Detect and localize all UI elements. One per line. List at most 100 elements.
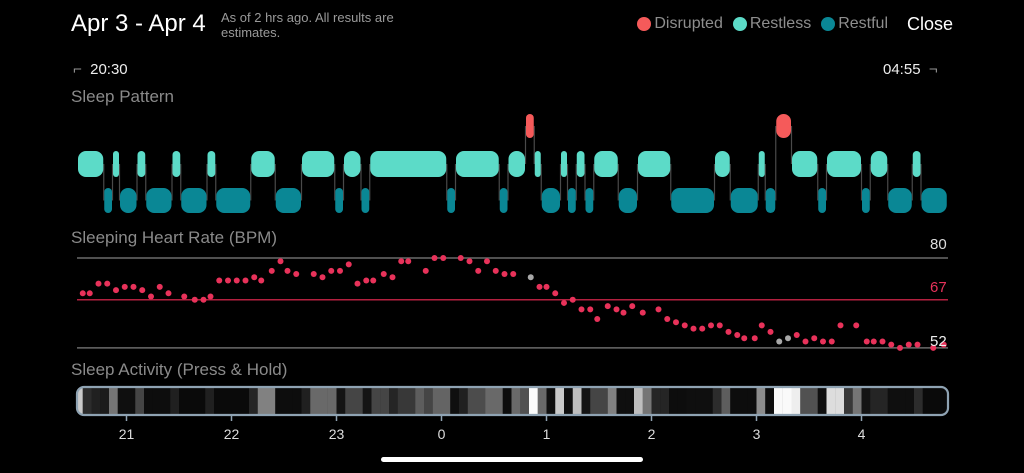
sleep-segment-restless xyxy=(456,151,499,177)
activity-slice xyxy=(581,387,591,415)
activity-slice xyxy=(389,387,398,415)
activity-slice xyxy=(161,387,171,415)
heart-rate-heading: Sleeping Heart Rate (BPM) xyxy=(71,228,277,247)
hr-point xyxy=(431,255,438,261)
sleep-activity-bar[interactable] xyxy=(74,385,950,421)
hr-point xyxy=(405,258,412,265)
activity-slice xyxy=(170,387,180,415)
hr-min-label: 52 xyxy=(930,333,947,350)
activity-slice xyxy=(852,387,862,415)
sleep-segment-disrupted xyxy=(776,114,791,138)
hr-point xyxy=(191,296,198,303)
activity-slices xyxy=(77,387,948,415)
close-button[interactable]: Close xyxy=(907,14,954,34)
activity-slice xyxy=(214,387,223,415)
activity-slice xyxy=(179,387,188,415)
hr-point xyxy=(284,267,291,274)
hr-point xyxy=(604,303,611,310)
hr-point xyxy=(664,315,671,322)
activity-slice xyxy=(336,387,346,415)
activity-slice xyxy=(669,387,678,415)
home-indicator[interactable] xyxy=(381,457,643,462)
hr-point xyxy=(475,267,482,274)
hr-point xyxy=(200,296,207,303)
sleep-segment-restless xyxy=(344,151,361,177)
sleep-segment-restful xyxy=(120,188,137,213)
sleep-segment-restless xyxy=(137,151,146,177)
activity-slice xyxy=(424,387,433,415)
hr-point xyxy=(751,335,758,342)
activity-slice xyxy=(77,387,83,415)
activity-slice xyxy=(450,387,460,415)
activity-slice xyxy=(135,387,145,415)
end-time: 04:55 xyxy=(883,61,921,78)
range-start: ⌐ 20:30 xyxy=(73,61,128,78)
activity-slice xyxy=(310,387,320,415)
sleep-segment-restful xyxy=(146,188,172,213)
hr-point xyxy=(492,267,499,274)
disrupted-dot-icon xyxy=(637,17,652,31)
sleep-segment-restless xyxy=(576,151,585,177)
activity-slice xyxy=(844,387,853,415)
hr-point xyxy=(785,335,791,342)
activity-slice xyxy=(555,387,565,415)
activity-slice xyxy=(529,387,538,415)
activity-slice xyxy=(196,387,206,415)
activity-slice xyxy=(406,387,416,415)
sleep-segment-restless xyxy=(508,151,525,177)
hr-point xyxy=(888,341,895,348)
activity-slice xyxy=(590,387,600,415)
activity-slice xyxy=(564,387,573,415)
hr-point xyxy=(569,296,576,303)
activity-slice xyxy=(572,387,582,415)
activity-slice xyxy=(205,387,215,415)
activity-slice xyxy=(520,387,530,415)
activity-slice xyxy=(467,387,477,415)
hr-point xyxy=(251,274,258,281)
hr-point xyxy=(319,274,326,281)
hr-point xyxy=(776,338,783,345)
sleep-segment-restless xyxy=(370,151,447,177)
hr-point xyxy=(242,277,249,284)
activity-slice xyxy=(870,387,880,415)
sleep-segment-restless xyxy=(594,151,618,177)
sleep-segment-restful xyxy=(541,188,560,213)
hr-point xyxy=(853,322,860,329)
activity-slice xyxy=(485,387,495,415)
hr-point xyxy=(310,271,317,278)
activity-slice xyxy=(494,387,503,415)
hr-point xyxy=(370,277,377,284)
hr-point xyxy=(863,338,870,345)
activity-slice xyxy=(249,387,258,415)
hr-point xyxy=(716,322,723,329)
start-time: 20:30 xyxy=(90,61,128,78)
restful-dot-icon xyxy=(821,17,836,31)
hr-point xyxy=(681,322,688,329)
activity-slice xyxy=(616,387,626,415)
legend-label: Restless xyxy=(749,15,812,32)
activity-slice xyxy=(397,387,407,415)
hr-point xyxy=(457,255,464,261)
activity-slice xyxy=(774,387,783,415)
sleep-segment-restful xyxy=(104,188,112,213)
sleep-segment-restless xyxy=(561,151,567,177)
legend-label: Restful xyxy=(838,15,888,32)
sleep-segment-restless xyxy=(113,151,119,177)
sleep-segment-restless xyxy=(715,151,730,177)
activity-slice xyxy=(599,387,608,415)
activity-slice xyxy=(362,387,372,415)
hr-point xyxy=(156,283,163,290)
start-bracket-icon: ⌐ xyxy=(73,61,82,78)
restless-dot-icon xyxy=(732,17,747,31)
range-end: 04:55 ¬ xyxy=(883,61,938,78)
hr-point xyxy=(104,280,111,287)
sleep-segment-restful xyxy=(818,188,826,213)
sleep-segment-restful xyxy=(730,188,758,213)
sleep-segment-restful xyxy=(447,188,455,213)
sleep-segment-disrupted xyxy=(526,114,534,138)
hr-point xyxy=(741,335,748,342)
activity-slice xyxy=(660,387,670,415)
hr-point xyxy=(897,344,903,351)
sleep-segment-restless xyxy=(78,151,104,177)
activity-slice xyxy=(940,387,948,415)
